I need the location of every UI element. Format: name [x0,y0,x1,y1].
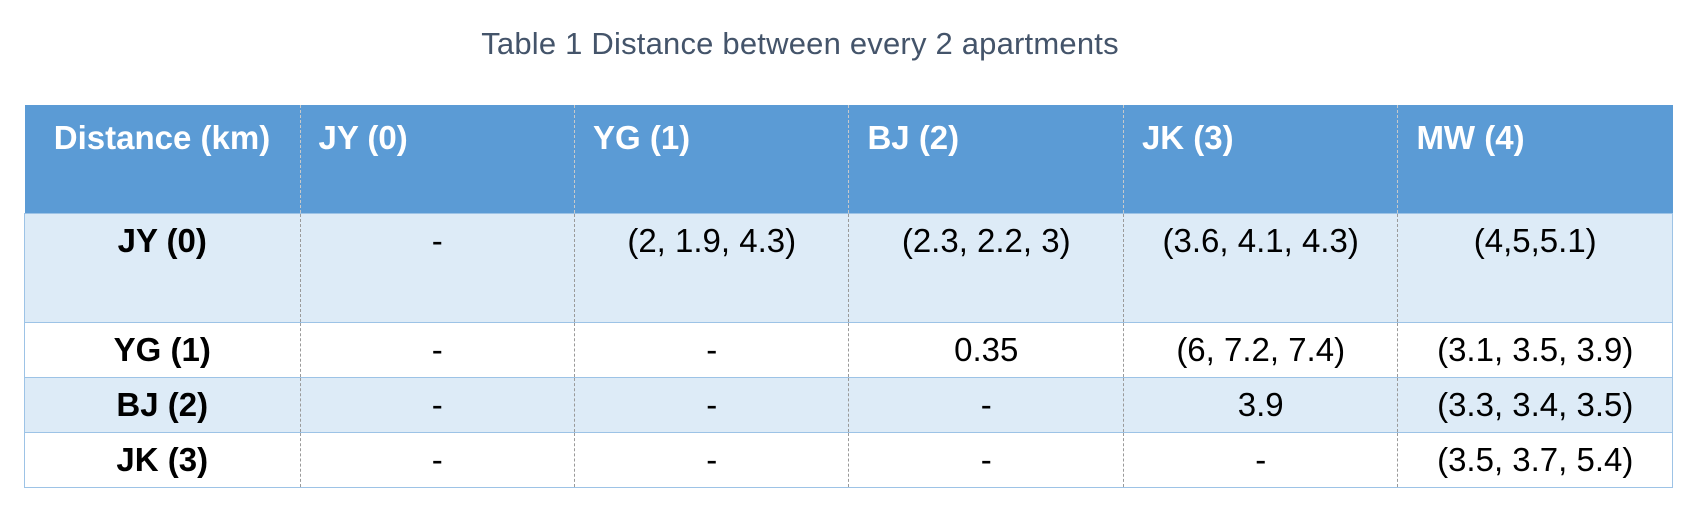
table-row: JK (3) - - - - (3.5, 3.7, 5.4) [24,431,1673,488]
row-header: YG (1) [24,321,300,377]
row-header: BJ (2) [24,376,300,432]
table-cell: (3.3, 3.4, 3.5) [1397,376,1673,432]
table-row: BJ (2) - - - 3.9 (3.3, 3.4, 3.5) [24,376,1673,432]
table-cell: (6, 7.2, 7.4) [1122,321,1398,377]
table-cell: - [848,376,1124,432]
table-cell: (3.1, 3.5, 3.9) [1397,321,1673,377]
table-row: YG (1) - - 0.35 (6, 7.2, 7.4) (3.1, 3.5,… [24,321,1673,377]
table-cell: (2, 1.9, 4.3) [573,212,849,322]
row-header: JY (0) [24,212,300,322]
table-cell: 3.9 [1122,376,1398,432]
table-cell: - [299,212,575,322]
table-cell: - [573,431,849,488]
column-header-jy: JY (0) [299,105,575,213]
table-cell: - [573,376,849,432]
table-header-row: Distance (km) JY (0) YG (1) BJ (2) JK (3… [24,105,1673,213]
column-header-mw: MW (4) [1397,105,1673,213]
table-cell: - [299,376,575,432]
row-header: JK (3) [24,431,300,488]
distance-table: Distance (km) JY (0) YG (1) BJ (2) JK (3… [24,105,1673,488]
table-cell: - [848,431,1124,488]
table-row: JY (0) - (2, 1.9, 4.3) (2.3, 2.2, 3) (3.… [24,212,1673,322]
table-cell: - [1122,431,1398,488]
table-cell: (3.6, 4.1, 4.3) [1122,212,1398,322]
table-cell: - [573,321,849,377]
table-cell: (2.3, 2.2, 3) [848,212,1124,322]
table-cell: 0.35 [848,321,1124,377]
column-header-yg: YG (1) [573,105,849,213]
corner-header: Distance (km) [53,119,271,156]
table-cell: (3.5, 3.7, 5.4) [1397,431,1673,488]
table-caption: Table 1 Distance between every 2 apartme… [481,26,1119,61]
table-cell: - [299,321,575,377]
table-cell: (4,5,5.1) [1397,212,1673,322]
column-header-bj: BJ (2) [848,105,1124,213]
table-cell: - [299,431,575,488]
column-header-jk: JK (3) [1122,105,1398,213]
